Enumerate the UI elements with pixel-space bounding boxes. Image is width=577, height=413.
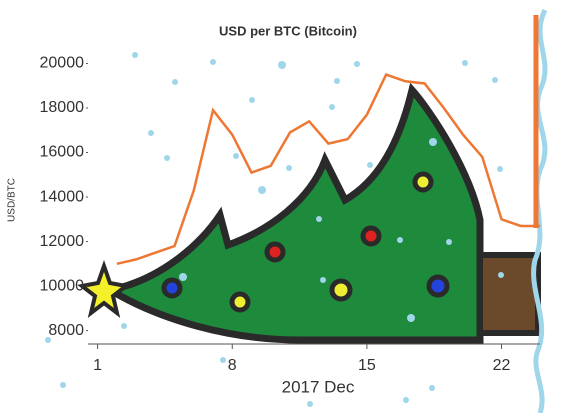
y-tick-label: 16000 <box>40 144 85 161</box>
x-tick-label: 8 <box>228 357 237 374</box>
x-axis-label: 2017 Dec <box>282 377 355 396</box>
y-tick-label: 12000 <box>40 233 85 250</box>
y-tick-label: 18000 <box>40 99 85 116</box>
chart-title: USD per BTC (Bitcoin) <box>219 23 357 38</box>
x-tick-label: 15 <box>358 357 376 374</box>
x-tick-label: 1 <box>93 357 102 374</box>
x-tick-label: 22 <box>493 357 511 374</box>
y-tick-label: 20000 <box>40 55 85 72</box>
y-tick-label: 8000 <box>48 322 84 339</box>
data-line <box>116 73 540 266</box>
y-tick-label: 10000 <box>40 277 85 294</box>
y-tick-label: 14000 <box>40 188 85 205</box>
y-axis-label: USD/BTC <box>7 178 18 222</box>
decoration <box>45 8 548 413</box>
